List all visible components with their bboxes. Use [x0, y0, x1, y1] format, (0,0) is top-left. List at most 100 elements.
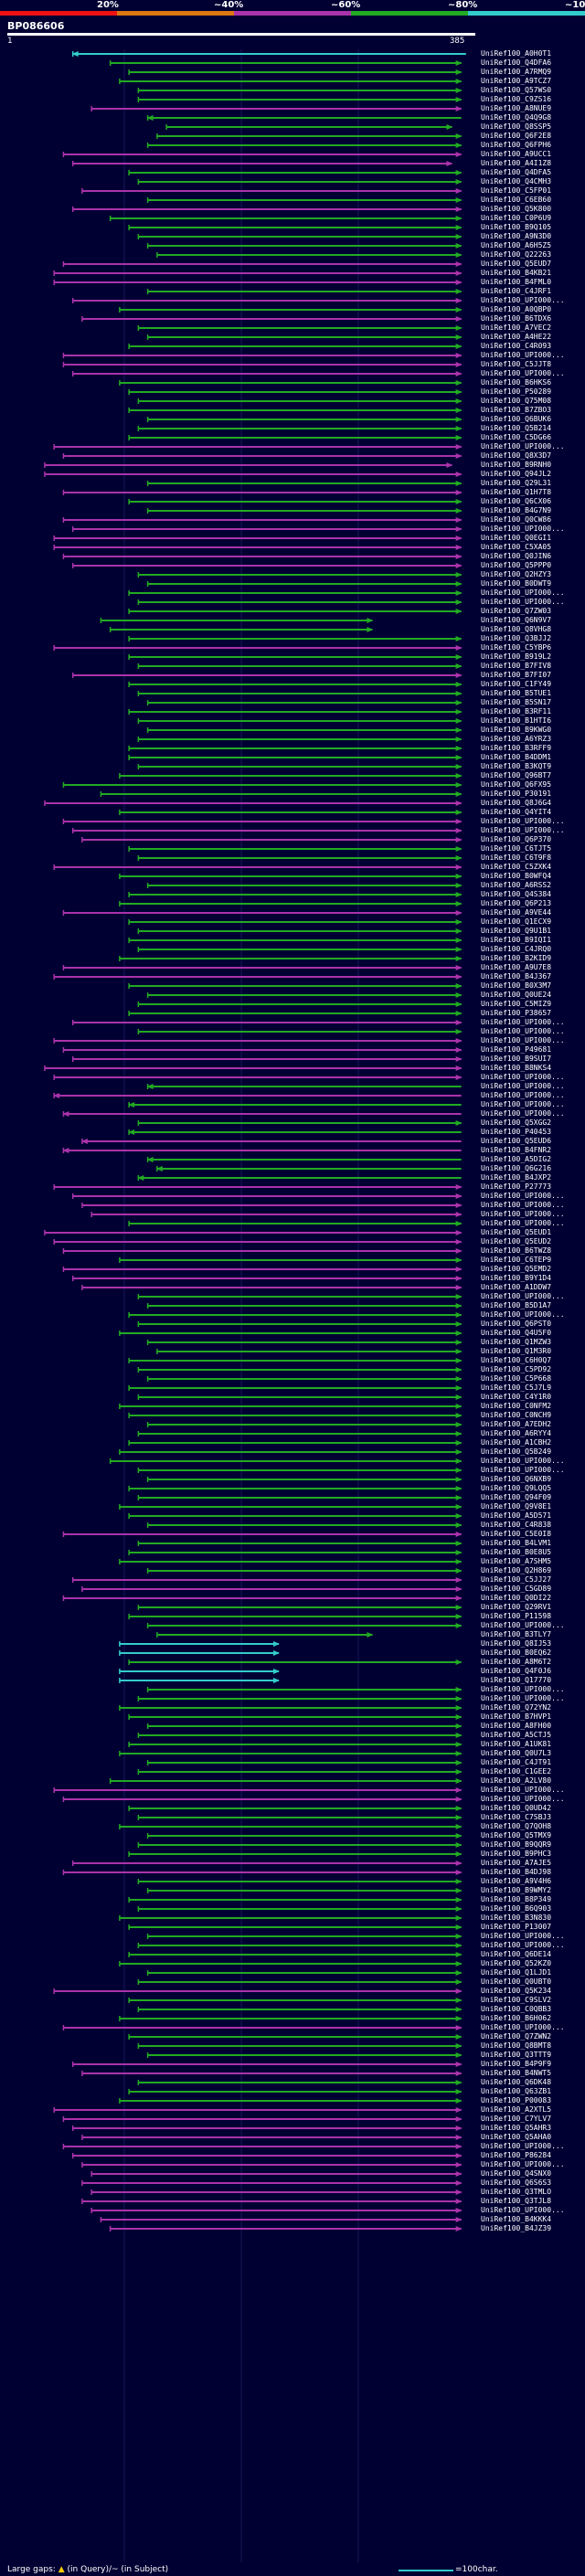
- hit-label[interactable]: UniRef100_B6TDX6: [481, 314, 552, 323]
- hit-label[interactable]: UniRef100_Q22263: [481, 250, 552, 259]
- hit-label[interactable]: UniRef100_B4NWT5: [481, 2069, 552, 2077]
- hit-label[interactable]: UniRef100_A0H0T1: [481, 49, 552, 58]
- hit-label[interactable]: UniRef100_Q5XGG2: [481, 1118, 552, 1127]
- hit-label[interactable]: UniRef100_P30191: [481, 790, 552, 798]
- hit-label[interactable]: UniRef100_Q5K800: [481, 205, 552, 213]
- hit-label[interactable]: UniRef100_C5GD89: [481, 1585, 552, 1593]
- hit-label[interactable]: UniRef100_UPI000...: [481, 1091, 565, 1099]
- hit-label[interactable]: UniRef100_A9N3D0: [481, 232, 552, 240]
- hit-label[interactable]: UniRef100_B0EQ62: [481, 1648, 552, 1657]
- hit-label[interactable]: UniRef100_B5TUE1: [481, 689, 552, 697]
- hit-label[interactable]: UniRef100_Q6FPH6: [481, 141, 552, 149]
- hit-label[interactable]: UniRef100_Q3TTT9: [481, 2051, 552, 2059]
- hit-label[interactable]: UniRef100_B9QQR9: [481, 1840, 552, 1849]
- hit-label[interactable]: UniRef100_P49681: [481, 1045, 552, 1054]
- hit-label[interactable]: UniRef100_Q94JL2: [481, 470, 552, 478]
- hit-label[interactable]: UniRef100_Q1MZW3: [481, 1338, 552, 1346]
- hit-label[interactable]: UniRef100_Q6BUK6: [481, 415, 552, 423]
- hit-label[interactable]: UniRef100_UPI000...: [481, 1018, 565, 1026]
- hit-label[interactable]: UniRef100_Q8VHG8: [481, 625, 552, 633]
- hit-label[interactable]: UniRef100_Q5EUD2: [481, 1237, 552, 1246]
- hit-label[interactable]: UniRef100_B3RFF9: [481, 744, 552, 752]
- hit-label[interactable]: UniRef100_A9U7E8: [481, 963, 552, 971]
- hit-label[interactable]: UniRef100_A4HE22: [481, 333, 552, 341]
- hit-label[interactable]: UniRef100_Q9V8E1: [481, 1502, 552, 1511]
- hit-label[interactable]: UniRef100_C6TEP9: [481, 1256, 552, 1264]
- hit-label[interactable]: UniRef100_UPI000...: [481, 1685, 565, 1693]
- hit-label[interactable]: UniRef100_UPI000...: [481, 1932, 565, 1940]
- hit-label[interactable]: UniRef100_A4I1Z8: [481, 159, 552, 167]
- hit-label[interactable]: UniRef100_B0E8U5: [481, 1548, 552, 1556]
- hit-label[interactable]: UniRef100_A0QBP0: [481, 305, 552, 313]
- hit-label[interactable]: UniRef100_Q6CX06: [481, 497, 552, 505]
- hit-label[interactable]: UniRef100_UPI000...: [481, 1219, 565, 1227]
- hit-label[interactable]: UniRef100_C7SBJ3: [481, 1813, 552, 1821]
- hit-label[interactable]: UniRef100_C0QBB3: [481, 2005, 552, 2013]
- hit-label[interactable]: UniRef100_Q52KZ0: [481, 1959, 552, 1967]
- hit-label[interactable]: UniRef100_UPI000...: [481, 1694, 565, 1702]
- hit-label[interactable]: UniRef100_A7EDH2: [481, 1420, 552, 1428]
- hit-label[interactable]: UniRef100_Q4F0J6: [481, 1667, 552, 1675]
- hit-label[interactable]: UniRef100_Q6P370: [481, 835, 552, 843]
- hit-label[interactable]: UniRef100_C5P668: [481, 1374, 552, 1383]
- hit-label[interactable]: UniRef100_UPI000...: [481, 1109, 565, 1118]
- hit-label[interactable]: UniRef100_B4JZ39: [481, 2224, 552, 2232]
- hit-label[interactable]: UniRef100_B6HKS6: [481, 378, 552, 387]
- hit-label[interactable]: UniRef100_Q4S384: [481, 890, 552, 898]
- hit-label[interactable]: UniRef100_Q8X3D7: [481, 451, 552, 460]
- hit-label[interactable]: UniRef100_B0X3M7: [481, 981, 552, 990]
- hit-label[interactable]: UniRef100_UPI000...: [481, 1210, 565, 1218]
- hit-label[interactable]: UniRef100_B6TWZ8: [481, 1246, 552, 1255]
- hit-label[interactable]: UniRef100_A5CTJ5: [481, 1731, 552, 1739]
- hit-label[interactable]: UniRef100_A8M6T2: [481, 1658, 552, 1666]
- hit-label[interactable]: UniRef100_Q0UE24: [481, 991, 552, 999]
- hit-label[interactable]: UniRef100_Q6S6S3: [481, 2178, 552, 2187]
- hit-label[interactable]: UniRef100_A9TCZ7: [481, 77, 552, 85]
- hit-label[interactable]: UniRef100_A8NUE9: [481, 104, 552, 112]
- hit-label[interactable]: UniRef100_B0WFQ4: [481, 872, 552, 880]
- hit-label[interactable]: UniRef100_B0DWT9: [481, 579, 552, 588]
- hit-label[interactable]: UniRef100_A7AJE5: [481, 1859, 552, 1867]
- hit-label[interactable]: UniRef100_A1DDW7: [481, 1283, 552, 1291]
- hit-label[interactable]: UniRef100_Q75M08: [481, 397, 552, 405]
- hit-label[interactable]: UniRef100_Q6PST0: [481, 1320, 552, 1328]
- hit-label[interactable]: UniRef100_Q2HZY3: [481, 570, 552, 578]
- hit-label[interactable]: UniRef100_B4KB21: [481, 269, 552, 277]
- hit-label[interactable]: UniRef100_C5E0I8: [481, 1530, 552, 1538]
- hit-label[interactable]: UniRef100_UPI000...: [481, 296, 565, 304]
- hit-label[interactable]: UniRef100_Q29L31: [481, 479, 552, 487]
- hit-label[interactable]: UniRef100_Q57WS0: [481, 86, 552, 94]
- hit-label[interactable]: UniRef100_UPI000...: [481, 817, 565, 825]
- hit-label[interactable]: UniRef100_B6Q903: [481, 1904, 552, 1913]
- hit-label[interactable]: UniRef100_Q4U5F0: [481, 1329, 552, 1337]
- hit-label[interactable]: UniRef100_C4R093: [481, 342, 552, 350]
- hit-label[interactable]: UniRef100_Q9LQQ5: [481, 1484, 552, 1492]
- hit-label[interactable]: UniRef100_C4R838: [481, 1521, 552, 1529]
- hit-label[interactable]: UniRef100_A5DIG2: [481, 1155, 552, 1163]
- hit-label[interactable]: UniRef100_B9SUI7: [481, 1055, 552, 1063]
- hit-label[interactable]: UniRef100_Q4DFA6: [481, 58, 552, 67]
- hit-label[interactable]: UniRef100_A8FH00: [481, 1722, 552, 1730]
- hit-label[interactable]: UniRef100_Q1ECX9: [481, 917, 552, 926]
- hit-label[interactable]: UniRef100_Q3BJJ2: [481, 634, 552, 642]
- hit-label[interactable]: UniRef100_P27773: [481, 1182, 552, 1191]
- hit-label[interactable]: UniRef100_B5D1A7: [481, 1301, 552, 1309]
- hit-label[interactable]: UniRef100_UPI000...: [481, 1201, 565, 1209]
- hit-label[interactable]: UniRef100_B3RF11: [481, 707, 552, 716]
- hit-label[interactable]: UniRef100_Q6NXB9: [481, 1475, 552, 1483]
- hit-label[interactable]: UniRef100_UPI000...: [481, 1027, 565, 1035]
- hit-label[interactable]: UniRef100_C5J7L9: [481, 1383, 552, 1392]
- hit-label[interactable]: UniRef100_Q5EUD7: [481, 260, 552, 268]
- hit-label[interactable]: UniRef100_B9WMY2: [481, 1886, 552, 1894]
- hit-label[interactable]: UniRef100_C5DG66: [481, 433, 552, 441]
- hit-label[interactable]: UniRef100_B5SN17: [481, 698, 552, 706]
- hit-label[interactable]: UniRef100_Q0U7L3: [481, 1749, 552, 1757]
- hit-label[interactable]: UniRef100_B4LVM1: [481, 1539, 552, 1547]
- hit-label[interactable]: UniRef100_P00083: [481, 2096, 552, 2104]
- hit-label[interactable]: UniRef100_A2XTL5: [481, 2105, 552, 2114]
- hit-label[interactable]: UniRef100_A2LV80: [481, 1776, 552, 1785]
- hit-label[interactable]: UniRef100_C5YBP6: [481, 643, 552, 652]
- hit-label[interactable]: UniRef100_Q7QOH8: [481, 1822, 552, 1830]
- hit-label[interactable]: UniRef100_B3N830: [481, 1913, 552, 1922]
- hit-label[interactable]: UniRef100_A9VE44: [481, 908, 552, 917]
